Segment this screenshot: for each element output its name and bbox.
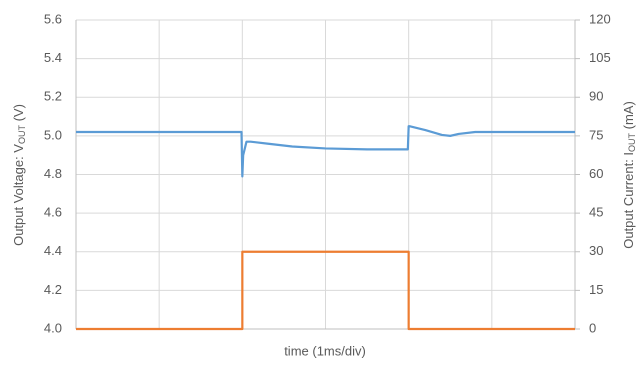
y2-tick-label: 60 bbox=[589, 166, 603, 181]
y2-axis-label-sub: OUT bbox=[627, 132, 637, 152]
y2-axis-label-part: (mA) bbox=[621, 101, 636, 133]
y-axis-label-sub: OUT bbox=[17, 125, 27, 145]
series-line bbox=[76, 250, 575, 331]
y2-tick-label: 105 bbox=[589, 50, 611, 65]
x-axis-label: time (1ms/div) bbox=[284, 343, 366, 358]
y2-axis-label-part: Output Current: I bbox=[621, 152, 636, 249]
y-axis-label: Output Voltage: VOUT (V) bbox=[11, 104, 27, 246]
series-line bbox=[76, 125, 575, 178]
y-axis-label-part: (V) bbox=[11, 104, 26, 125]
y-tick-label: 4.2 bbox=[44, 282, 62, 297]
y-tick-label: 4.6 bbox=[44, 205, 62, 220]
y2-tick-label: 0 bbox=[589, 320, 596, 335]
y2-tick-label: 30 bbox=[589, 243, 603, 258]
y-tick-label: 4.0 bbox=[44, 320, 62, 335]
y2-tick-label: 120 bbox=[589, 11, 611, 26]
y-tick-label: 4.4 bbox=[44, 243, 62, 258]
y-axis-label-part: Output Voltage: V bbox=[11, 144, 26, 246]
y2-tick-label: 90 bbox=[589, 89, 603, 104]
y-tick-label: 5.6 bbox=[44, 11, 62, 26]
y2-axis-label: Output Current: IOUT (mA) bbox=[621, 101, 637, 249]
y2-tick-label: 15 bbox=[589, 282, 603, 297]
y-tick-label: 4.8 bbox=[44, 166, 62, 181]
y2-tick-label: 45 bbox=[589, 205, 603, 220]
y-tick-label: 5.2 bbox=[44, 89, 62, 104]
y-tick-label: 5.4 bbox=[44, 50, 62, 65]
y2-tick-label: 75 bbox=[589, 127, 603, 142]
y-tick-label: 5.0 bbox=[44, 127, 62, 142]
